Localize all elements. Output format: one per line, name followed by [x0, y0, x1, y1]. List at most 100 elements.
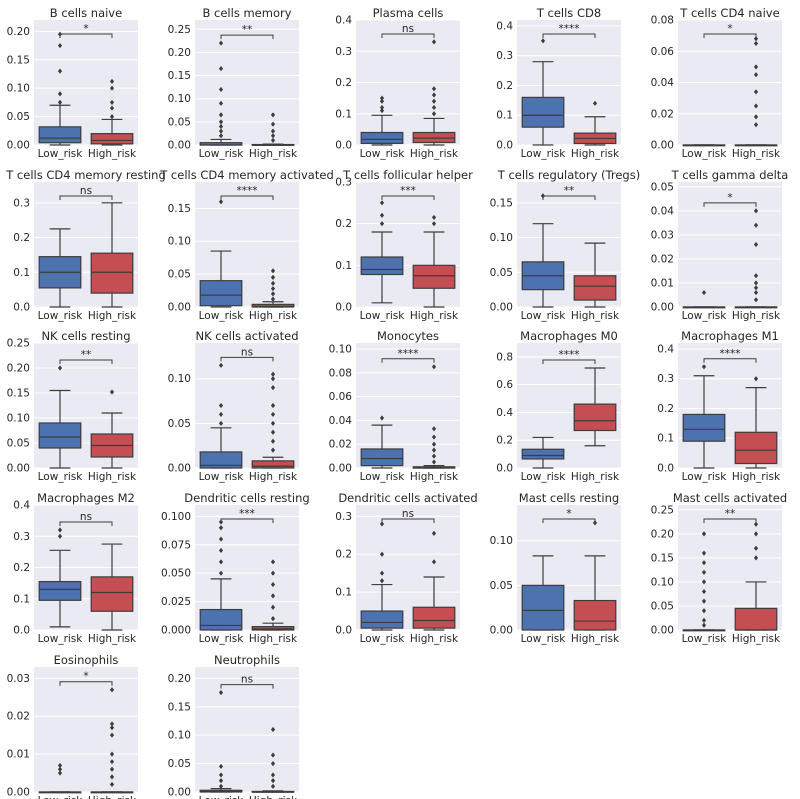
- x-tick-label: High_risk: [88, 795, 137, 799]
- y-tick-label: 0.00: [651, 625, 674, 637]
- high-risk-box: [412, 214, 456, 308]
- y-tick-label: 0.20: [7, 363, 30, 375]
- panel-10: 0.00 0.01 0.02 0.03 0.04 0.05T cells gamma de…: [651, 168, 789, 322]
- outlier-point: [218, 525, 224, 531]
- outlier-point: [701, 364, 707, 370]
- y-tick-label: 0.06: [651, 46, 675, 58]
- outlier-point: [218, 778, 224, 784]
- low-risk-box: [521, 38, 565, 146]
- outlier-point: [270, 268, 276, 274]
- panel-8: 0.0 0.1 0.2 0.3T cells follicular helper Low…: [335, 168, 473, 322]
- y-tick-label: 0.0: [13, 302, 30, 314]
- x-tick-label: High_risk: [249, 633, 298, 645]
- significance-label: ns: [241, 674, 253, 686]
- y-tick-label: 0.4: [657, 343, 674, 355]
- outlier-point: [218, 411, 224, 418]
- outlier-point: [270, 137, 276, 143]
- significance-label: ns: [241, 346, 253, 358]
- panel-22: 0.00 0.05 0.10 0.15 0.20 Neutrophils Low_risk H…: [168, 653, 299, 799]
- x-tick-label: Low_risk: [521, 471, 567, 483]
- outlier-point: [431, 447, 437, 453]
- chart-title: T cells regulatory (Tregs): [497, 168, 640, 182]
- high-risk-box: [573, 520, 617, 631]
- outlier-point: [218, 66, 224, 72]
- y-tick-label: 0.1: [335, 108, 352, 120]
- y-tick-label: 0.2: [335, 77, 352, 89]
- outlier-point: [270, 593, 276, 599]
- x-tick-label: Low_risk: [38, 471, 84, 483]
- y-tick-label: 0.10: [168, 373, 191, 385]
- outlier-point: [753, 36, 759, 42]
- y-tick-label: 0.10: [168, 730, 191, 742]
- y-tick-label: 0.08: [329, 367, 352, 379]
- significance-bracket: [703, 358, 757, 363]
- significance-label: ****: [559, 349, 580, 361]
- chart-title: NK cells resting: [41, 329, 130, 343]
- y-tick-label: 0.25: [168, 24, 191, 36]
- iqr-box: [360, 448, 404, 467]
- outlier-point: [218, 783, 224, 789]
- chart-title: Dendritic cells activated: [338, 491, 477, 505]
- significance-bracket: [220, 356, 274, 362]
- significance-bracket: [703, 33, 757, 38]
- outlier-point: [218, 772, 224, 778]
- x-tick-label: Low_risk: [38, 795, 84, 799]
- x-tick-label: Low_risk: [199, 471, 245, 483]
- y-tick-label: 0.3: [335, 511, 352, 523]
- outlier-point: [701, 569, 707, 575]
- iqr-box: [412, 264, 456, 289]
- y-tick-label: 0.02: [651, 253, 674, 265]
- y-tick-label: 0.20: [651, 528, 674, 540]
- panel-15: 0.0 0.1 0.2 0.3 0.4 Macrophages M1 Low_risk Hig…: [657, 329, 782, 483]
- outlier-point: [753, 89, 759, 95]
- y-tick-label: 0.15: [651, 552, 674, 564]
- y-tick-label: 0.05: [7, 438, 30, 450]
- y-tick-label: 0.075: [161, 539, 191, 551]
- outlier-point: [270, 128, 276, 134]
- y-tick-label: 0.15: [168, 203, 191, 215]
- outlier-point: [109, 732, 115, 738]
- outlier-point: [218, 123, 224, 130]
- chart-title: NK cells activated: [195, 329, 298, 343]
- y-tick-label: 0.1: [335, 260, 352, 272]
- outlier-point: [218, 112, 224, 118]
- significance-bracket: [59, 33, 113, 38]
- high-risk-box: [90, 202, 134, 308]
- iqr-box: [38, 422, 82, 449]
- x-tick-label: High_risk: [571, 310, 620, 322]
- outlier-point: [270, 420, 276, 426]
- significance-bracket: [59, 359, 113, 364]
- iqr-box: [251, 460, 295, 469]
- significance-bracket: [381, 195, 435, 200]
- outlier-point: [57, 365, 63, 371]
- x-tick-label: High_risk: [571, 633, 620, 645]
- high-risk-box: [251, 726, 295, 793]
- iqr-box: [521, 448, 565, 460]
- outlier-point: [218, 763, 224, 770]
- outlier-point: [753, 297, 759, 303]
- outlier-point: [109, 105, 115, 111]
- y-tick-label: 0.05: [651, 181, 674, 193]
- low-risk-box: [38, 762, 82, 794]
- significance-bracket: [381, 518, 435, 523]
- low-risk-box: [360, 95, 404, 146]
- outlier-point: [218, 86, 224, 93]
- outlier-point: [701, 531, 707, 537]
- high-risk-box: [412, 39, 456, 146]
- low-risk-box: [360, 200, 404, 304]
- high-risk-box: [251, 268, 295, 308]
- significance-bracket: [59, 521, 113, 526]
- chart-title: T cells follicular helper: [342, 168, 473, 182]
- significance-label: **: [242, 24, 253, 36]
- iqr-box: [360, 256, 404, 276]
- x-tick-label: High_risk: [88, 310, 137, 322]
- outlier-point: [701, 588, 707, 595]
- outlier-point: [431, 39, 437, 45]
- outlier-point: [57, 68, 63, 74]
- iqr-box: [573, 403, 617, 432]
- iqr-box: [734, 607, 778, 631]
- iqr-box: [734, 431, 778, 465]
- outlier-point: [379, 415, 385, 421]
- outlier-point: [701, 579, 707, 585]
- x-tick-label: High_risk: [249, 471, 298, 483]
